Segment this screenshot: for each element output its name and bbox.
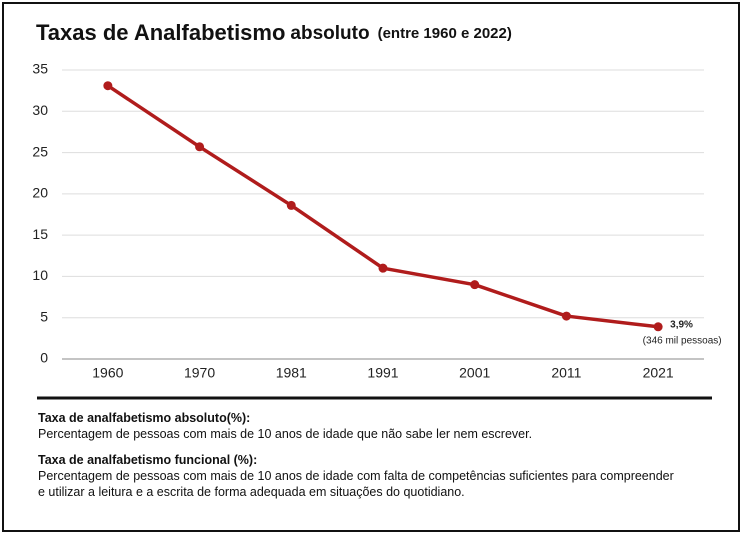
- annotation: (346 mil pessoas): [643, 335, 722, 346]
- point: [470, 280, 480, 290]
- x-tick-label: 1981: [276, 365, 307, 381]
- note: Taxa de analfabetismo absoluto(%): Percen…: [38, 410, 678, 442]
- y-tick-label: 25: [32, 143, 48, 159]
- y-tick-label: 15: [32, 226, 48, 242]
- note-heading: Taxa de analfabetismo funcional (%):: [38, 453, 258, 467]
- y-tick-label: 0: [40, 350, 48, 366]
- point: [653, 322, 663, 332]
- x-tick-label: 2011: [551, 365, 581, 381]
- y-tick-label: 5: [40, 308, 48, 324]
- note-heading: Taxa de analfabetismo absoluto(%):: [38, 411, 251, 425]
- point: [103, 81, 113, 91]
- point: [286, 200, 296, 210]
- value-label: 3,9%: [670, 319, 693, 330]
- note-text: Percentagem de pessoas com mais de 10 an…: [38, 469, 674, 499]
- title-main: Taxas de Analfabetismo: [36, 20, 285, 45]
- note-text: Percentagem de pessoas com mais de 10 an…: [38, 427, 533, 441]
- chart-title: Taxas de Analfabetismo absoluto (entre 196…: [36, 20, 512, 45]
- y-tick-label: 30: [32, 102, 48, 118]
- y-tick-label: 35: [32, 61, 48, 77]
- x-tick-label: 1960: [92, 365, 123, 381]
- point: [378, 263, 388, 273]
- y-tick-label: 10: [32, 267, 48, 283]
- x-tick-label: 2001: [459, 365, 490, 381]
- point: [561, 311, 571, 321]
- notes: Taxa de analfabetismo absoluto(%): Percen…: [38, 410, 678, 510]
- title-suffix: absoluto: [290, 23, 369, 44]
- point: [195, 142, 205, 152]
- chart: Taxas de Analfabetismo absoluto (entre 196…: [32, 20, 722, 400]
- y-tick-label: 20: [32, 185, 48, 201]
- line: [106, 84, 659, 329]
- subtitle: (entre 1960 e 2022): [378, 25, 512, 42]
- x-tick-label: 2021: [643, 365, 674, 381]
- note: Taxa de analfabetismo funcional (%): Perc…: [38, 452, 678, 500]
- x-tick-label: 1991: [367, 365, 398, 381]
- x-tick-label: 1970: [184, 365, 215, 381]
